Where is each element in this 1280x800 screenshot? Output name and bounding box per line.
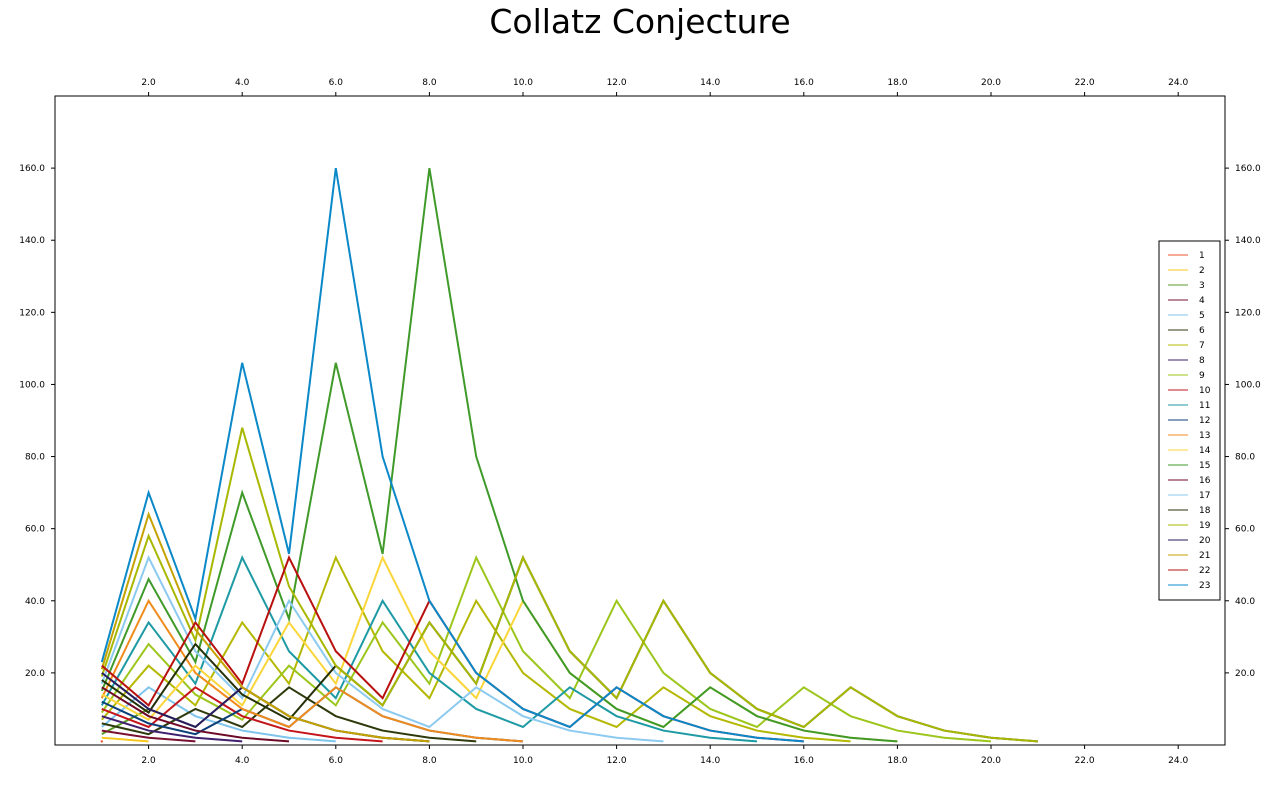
legend-label-17: 17: [1199, 491, 1210, 501]
legend-label-2: 2: [1199, 266, 1205, 276]
x-tick-label-top-7: 16.0: [794, 78, 814, 88]
x-tick-label-bottom-11: 24.0: [1168, 756, 1188, 766]
y-tick-label-left-2: 60.0: [25, 525, 45, 535]
x-tick-label-top-9: 20.0: [981, 78, 1001, 88]
series-line-5: [101, 686, 336, 743]
plot-frame: [54, 95, 1226, 746]
legend-label-21: 21: [1199, 551, 1210, 561]
x-tick-label-top-2: 6.0: [329, 78, 344, 88]
y-tick-label-right-3: 80.0: [1235, 453, 1255, 463]
x-tick-label-bottom-10: 22.0: [1075, 756, 1095, 766]
y-tick-label-left-3: 80.0: [25, 453, 45, 463]
y-tick-label-right-2: 60.0: [1235, 525, 1255, 535]
series-line-23: [100, 167, 804, 743]
series-line-13: [100, 598, 524, 743]
series-line-15: [100, 167, 898, 743]
x-tick-label-bottom-7: 16.0: [794, 756, 814, 766]
legend-label-15: 15: [1199, 461, 1210, 471]
legend-label-20: 20: [1199, 536, 1211, 546]
x-tick-label-top-0: 2.0: [141, 78, 156, 88]
legend-label-22: 22: [1199, 566, 1210, 576]
legend-label-13: 13: [1199, 431, 1210, 441]
y-tick-label-right-1: 40.0: [1235, 597, 1255, 607]
y-tick-label-right-0: 20.0: [1235, 669, 1255, 679]
y-tick-label-right-7: 160.0: [1235, 164, 1261, 174]
y-tick-label-left-5: 120.0: [19, 308, 45, 318]
x-tick-label-bottom-2: 6.0: [329, 756, 344, 766]
chart-title: Collatz Conjecture: [489, 2, 791, 41]
legend-label-23: 23: [1199, 581, 1210, 591]
series-line-19: [100, 427, 1038, 743]
x-tick-label-top-11: 24.0: [1168, 78, 1188, 88]
legend-label-3: 3: [1199, 281, 1205, 291]
x-tick-label-top-3: 8.0: [422, 78, 437, 88]
legend-label-1: 1: [1199, 251, 1205, 261]
series-line-17: [100, 554, 664, 743]
x-tick-label-top-5: 12.0: [607, 78, 627, 88]
y-tick-label-right-6: 140.0: [1235, 236, 1261, 246]
y-tick-label-left-7: 160.0: [19, 164, 45, 174]
legend-label-7: 7: [1199, 341, 1205, 351]
legend-label-18: 18: [1199, 506, 1211, 516]
y-tick-label-left-4: 100.0: [19, 380, 45, 390]
legend-label-11: 11: [1199, 401, 1210, 411]
series-line-2: [101, 736, 149, 743]
legend-label-19: 19: [1199, 521, 1211, 531]
x-tick-label-top-6: 14.0: [700, 78, 720, 88]
legend-label-12: 12: [1199, 416, 1210, 426]
x-tick-label-bottom-1: 4.0: [235, 756, 250, 766]
legend-label-4: 4: [1199, 296, 1205, 306]
y-tick-label-right-4: 100.0: [1235, 380, 1261, 390]
legend-label-16: 16: [1199, 476, 1211, 486]
x-tick-label-bottom-6: 14.0: [700, 756, 720, 766]
y-tick-label-right-5: 120.0: [1235, 308, 1261, 318]
y-tick-label-left-0: 20.0: [25, 669, 45, 679]
axis-ticks: 2.0 2.0 4.0 4.0 6.0 6.0 8.0 8.0 10.0 10.0 12.0 12.0…: [19, 78, 1261, 766]
series-line-9: [100, 554, 992, 743]
x-tick-label-top-10: 22.0: [1075, 78, 1095, 88]
series-line-10: [101, 686, 383, 743]
series-line-14: [101, 554, 898, 743]
legend-label-14: 14: [1199, 446, 1211, 456]
series-line-21: [100, 511, 430, 743]
x-tick-label-bottom-3: 8.0: [422, 756, 437, 766]
x-tick-label-bottom-9: 20.0: [981, 756, 1001, 766]
x-tick-label-top-1: 4.0: [235, 78, 250, 88]
legend-label-9: 9: [1199, 371, 1205, 381]
x-tick-label-bottom-0: 2.0: [141, 756, 156, 766]
series-point-1: [100, 740, 104, 743]
series-line-8: [101, 715, 243, 743]
series-line-16: [101, 686, 290, 743]
x-tick-label-top-8: 18.0: [887, 78, 907, 88]
legend-label-10: 10: [1199, 386, 1211, 396]
legend-label-8: 8: [1199, 356, 1205, 366]
series-lines: [100, 167, 1038, 743]
series-line-7: [101, 554, 851, 743]
legend-label-5: 5: [1199, 311, 1205, 321]
x-tick-label-top-4: 10.0: [513, 78, 533, 88]
x-tick-label-bottom-5: 12.0: [607, 756, 627, 766]
legend-label-6: 6: [1199, 326, 1205, 336]
x-tick-label-bottom-4: 10.0: [513, 756, 533, 766]
x-tick-label-bottom-8: 18.0: [887, 756, 907, 766]
series-line-4: [101, 729, 196, 743]
series-line-6: [101, 686, 477, 743]
y-tick-label-left-6: 140.0: [19, 236, 45, 246]
y-tick-label-left-1: 40.0: [25, 597, 45, 607]
